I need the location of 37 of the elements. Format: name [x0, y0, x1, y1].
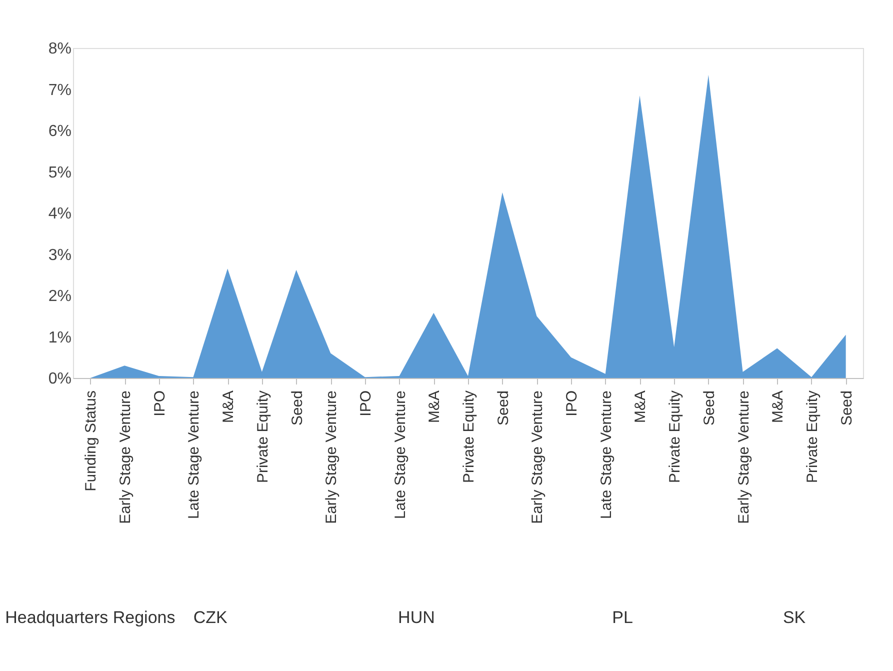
x-tick-label: Private Equity	[254, 390, 272, 484]
x-tick-label: Seed	[838, 390, 856, 426]
x-tick-label: Late Stage Venture	[186, 390, 203, 519]
x-tick-label: Early Stage Venture	[117, 390, 134, 524]
x-tick-label: Seed	[700, 390, 718, 426]
x-tick-label: Late Stage Venture	[392, 390, 409, 519]
text: SK	[782, 608, 806, 627]
x-tick-label: M&A	[426, 390, 444, 424]
text: HUN	[398, 608, 435, 627]
x-tick-label: M&A	[220, 390, 238, 424]
x-tick-label: Late Stage Venture	[598, 390, 615, 519]
x-tick-label: IPO	[564, 390, 581, 416]
x-tick-label: Early Stage Venture	[529, 390, 546, 524]
x-tick-label: M&A	[770, 390, 787, 424]
text: PL	[612, 608, 633, 627]
y-tick-label: 6%	[48, 123, 72, 140]
y-tick-label: 4%	[48, 206, 72, 222]
x-tick-label: M&A	[632, 390, 650, 424]
y-tick-label: 8%	[48, 40, 72, 58]
y-tick-label: 3%	[48, 246, 72, 264]
x-tick-label: Private Equity	[804, 390, 821, 484]
text: Headquarters Regions	[5, 608, 176, 627]
x-tick-label: Private Equity	[460, 390, 478, 484]
x-tick-label: IPO	[357, 390, 374, 416]
x-tick-label: Funding Status	[82, 390, 100, 492]
x-tick-label: Seed	[494, 390, 512, 426]
x-tick-label: Early Stage Venture	[735, 390, 752, 524]
y-tick-label: 1%	[48, 329, 72, 346]
y-tick-label: 0%	[48, 370, 72, 388]
y-tick-label: 5%	[48, 164, 72, 182]
y-tick-label: 2%	[48, 288, 72, 305]
x-tick-label: Private Equity	[666, 390, 684, 484]
x-tick-label: IPO	[151, 390, 168, 416]
x-tick-label: Seed	[288, 390, 306, 426]
y-tick-label: 7%	[48, 82, 72, 99]
x-tick-label: Early Stage Venture	[323, 390, 340, 524]
text: CZK	[193, 608, 228, 627]
